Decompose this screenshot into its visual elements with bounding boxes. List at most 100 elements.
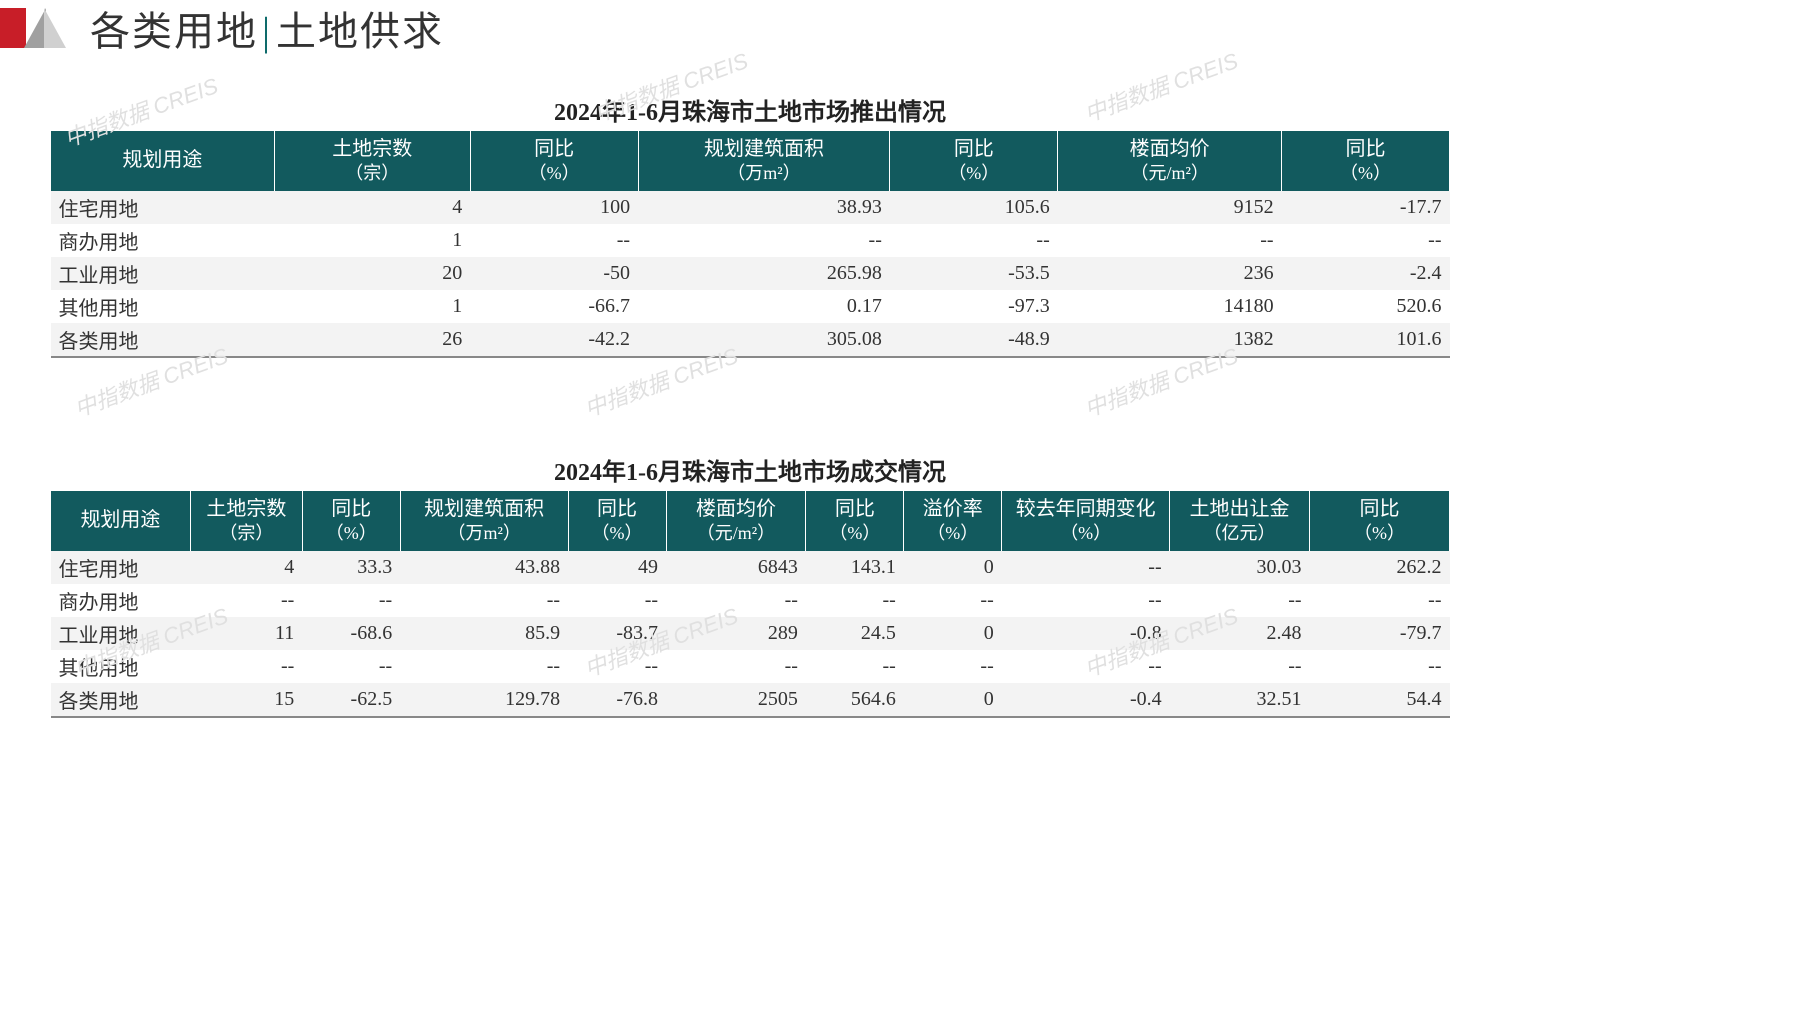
column-header: 同比（%） (890, 131, 1058, 191)
table-cell: -- (1058, 224, 1282, 257)
column-header: 同比（%） (1282, 131, 1450, 191)
table-cell: -- (190, 650, 302, 683)
table-cell: -79.7 (1310, 617, 1450, 650)
table-cell: -- (1310, 584, 1450, 617)
table-cell: -- (638, 224, 890, 257)
table-cell: -- (568, 584, 666, 617)
table-cell: 38.93 (638, 191, 890, 224)
table-cell: 1 (274, 224, 470, 257)
table-cell: -- (890, 224, 1058, 257)
column-header: 楼面均价（元/m²） (666, 491, 806, 551)
table-cell: 各类用地 (51, 323, 275, 357)
table-cell: -68.6 (302, 617, 400, 650)
table-row: 住宅用地410038.93105.69152-17.7 (51, 191, 1450, 224)
table-cell: -17.7 (1282, 191, 1450, 224)
table-cell: -- (400, 584, 568, 617)
table-cell: -- (470, 224, 638, 257)
table-cell: 143.1 (806, 551, 904, 584)
table-cell: 24.5 (806, 617, 904, 650)
table-cell: -2.4 (1282, 257, 1450, 290)
table-cell: 9152 (1058, 191, 1282, 224)
section-transaction: 2024年1-6月珠海市土地市场成交情况 规划用途土地宗数（宗）同比（%）规划建… (50, 452, 1450, 718)
table-cell: -83.7 (568, 617, 666, 650)
column-header: 规划用途 (51, 131, 275, 191)
title-divider: | (262, 9, 272, 54)
table-cell: -- (400, 650, 568, 683)
table-cell: 100 (470, 191, 638, 224)
table-row: 其他用地1-66.70.17-97.314180520.6 (51, 290, 1450, 323)
table-cell: -- (1002, 551, 1170, 584)
column-header: 土地宗数（宗） (274, 131, 470, 191)
table-transaction: 规划用途土地宗数（宗）同比（%）规划建筑面积（万m²）同比（%）楼面均价（元/m… (50, 491, 1450, 718)
table-cell: -- (1002, 584, 1170, 617)
table-cell: 236 (1058, 257, 1282, 290)
table-row: 各类用地26-42.2305.08-48.91382101.6 (51, 323, 1450, 357)
table-cell: 4 (190, 551, 302, 584)
table-launch: 规划用途土地宗数（宗）同比（%）规划建筑面积（万m²）同比（%）楼面均价（元/m… (50, 131, 1450, 358)
logo-icon (0, 8, 70, 48)
table-cell: 15 (190, 683, 302, 717)
table-cell: -- (1170, 584, 1310, 617)
table-cell: 14180 (1058, 290, 1282, 323)
table-cell: 289 (666, 617, 806, 650)
table-cell: 32.51 (1170, 683, 1310, 717)
table-cell: 其他用地 (51, 650, 191, 683)
table-cell: -- (1282, 224, 1450, 257)
table-cell: 262.2 (1310, 551, 1450, 584)
table-cell: -- (904, 584, 1002, 617)
table-cell: -42.2 (470, 323, 638, 357)
table-cell: 4 (274, 191, 470, 224)
table-cell: 49 (568, 551, 666, 584)
table-cell: -- (302, 650, 400, 683)
table-cell: -62.5 (302, 683, 400, 717)
table-cell: 各类用地 (51, 683, 191, 717)
table-cell: 105.6 (890, 191, 1058, 224)
table-cell: 43.88 (400, 551, 568, 584)
column-header: 同比（%） (470, 131, 638, 191)
section-launch: 2024年1-6月珠海市土地市场推出情况 规划用途土地宗数（宗）同比（%）规划建… (50, 92, 1450, 358)
table-cell: 11 (190, 617, 302, 650)
table-cell: 其他用地 (51, 290, 275, 323)
table2-caption: 2024年1-6月珠海市土地市场成交情况 (50, 452, 1450, 487)
table-cell: -- (806, 650, 904, 683)
table-cell: -- (190, 584, 302, 617)
table-row: 住宅用地433.343.88496843143.10--30.03262.2 (51, 551, 1450, 584)
column-header: 同比（%） (568, 491, 666, 551)
table-cell: 2505 (666, 683, 806, 717)
table-cell: 2.48 (1170, 617, 1310, 650)
table-row: 商办用地-------------------- (51, 584, 1450, 617)
table-cell: 20 (274, 257, 470, 290)
table-cell: 1 (274, 290, 470, 323)
table-cell: 0.17 (638, 290, 890, 323)
table-cell: 101.6 (1282, 323, 1450, 357)
title-left: 各类用地 (90, 9, 258, 54)
table-row: 工业用地20-50265.98-53.5236-2.4 (51, 257, 1450, 290)
table-cell: 工业用地 (51, 257, 275, 290)
table-cell: -- (302, 584, 400, 617)
column-header: 规划建筑面积（万m²） (400, 491, 568, 551)
table-cell: -- (666, 650, 806, 683)
table-cell: 住宅用地 (51, 191, 275, 224)
column-header: 较去年同期变化（%） (1002, 491, 1170, 551)
table-cell: 商办用地 (51, 224, 275, 257)
table-cell: 住宅用地 (51, 551, 191, 584)
table-cell: 6843 (666, 551, 806, 584)
column-header: 规划用途 (51, 491, 191, 551)
table-cell: 305.08 (638, 323, 890, 357)
page-header: 各类用地|土地供求 (0, 0, 444, 56)
column-header: 土地宗数（宗） (190, 491, 302, 551)
page-title: 各类用地|土地供求 (90, 0, 444, 57)
table-cell: -48.9 (890, 323, 1058, 357)
column-header: 同比（%） (806, 491, 904, 551)
table1-caption: 2024年1-6月珠海市土地市场推出情况 (50, 92, 1450, 127)
column-header: 楼面均价（元/m²） (1058, 131, 1282, 191)
table-cell: 30.03 (1170, 551, 1310, 584)
table-row: 工业用地11-68.685.9-83.728924.50-0.82.48-79.… (51, 617, 1450, 650)
table-cell: -0.4 (1002, 683, 1170, 717)
table-cell: 265.98 (638, 257, 890, 290)
table-row: 商办用地1---------- (51, 224, 1450, 257)
table-cell: 1382 (1058, 323, 1282, 357)
table-cell: 129.78 (400, 683, 568, 717)
table-cell: -53.5 (890, 257, 1058, 290)
table-cell: -- (1310, 650, 1450, 683)
